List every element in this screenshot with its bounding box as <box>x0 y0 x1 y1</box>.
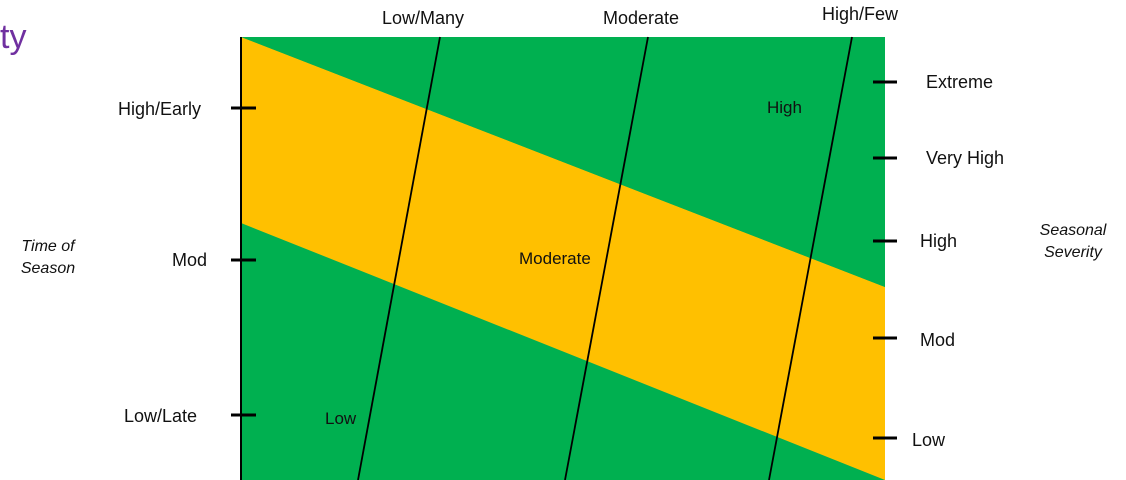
left-axis-title: Time of Season <box>8 236 88 280</box>
high-zone-region <box>241 37 885 287</box>
right-axis-title-line: Severity <box>1044 244 1102 261</box>
right-axis-tick-label: High <box>920 231 958 251</box>
right-axis-tick-label: Very High <box>926 148 1005 168</box>
left-axis-tick-label: Low/Late <box>124 406 198 426</box>
zone-label-low: Low <box>325 409 357 428</box>
left-axis-title-line: Time of <box>21 238 75 255</box>
top-axis-tick-label: High/Few <box>822 4 899 24</box>
top-axis-tick-label: Low/Many <box>382 8 465 28</box>
zone-label-high: High <box>767 98 802 117</box>
low-zone-lower-region <box>241 223 885 480</box>
right-axis-tick-label: Extreme <box>926 72 994 92</box>
top-axis-tick-label: Moderate <box>603 8 680 28</box>
top-axis-divider-line <box>564 36 649 480</box>
left-axis-title-line: Season <box>20 260 76 277</box>
right-axis-title: Seasonal Severity <box>1030 220 1116 264</box>
right-axis-tick-label: Low <box>912 430 946 450</box>
slide-title-fragment: ty <box>0 18 27 56</box>
right-axis-title-line: Seasonal <box>1039 222 1107 239</box>
right-axis-tick-label: Mod <box>920 330 956 350</box>
zone-label-moderate: Moderate <box>519 249 591 268</box>
top-axis-divider-line <box>357 36 441 480</box>
left-axis-tick-label: Mod <box>172 250 208 270</box>
top-axis-divider-line <box>768 36 853 480</box>
left-axis-tick-label: High/Early <box>118 99 202 119</box>
